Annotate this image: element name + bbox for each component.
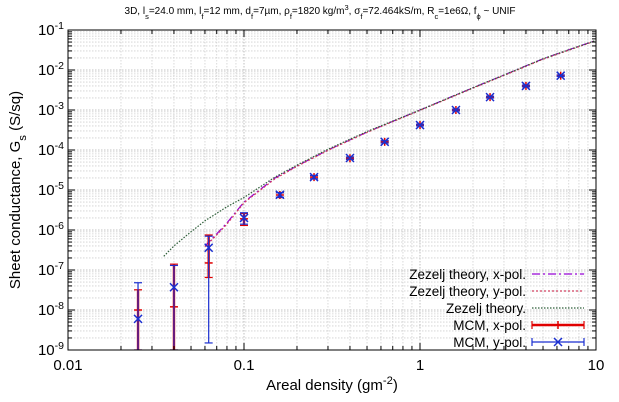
x-tick-labels: 0.01 0.1 1 10 <box>53 357 604 374</box>
title-part: ϕ <box>477 12 481 21</box>
y-tick-label: 10-5 <box>38 180 64 199</box>
y-tick-mantissa: 10 <box>38 62 55 79</box>
ticks <box>67 30 596 351</box>
chart-title: 3D, ls=24.0 mm, lf=12 mm, df=7µm, ρf=182… <box>125 3 516 21</box>
legend-label: Zezelj theory, y-pol. <box>409 284 526 299</box>
title-part: =1820 kg/m <box>292 6 345 17</box>
xlabel-part: ) <box>393 377 398 394</box>
title-part: f <box>251 12 254 21</box>
series-2 <box>163 39 596 257</box>
y-tick-exponent: -6 <box>55 220 64 232</box>
title-part: f <box>201 12 204 21</box>
y-tick-label: 10-4 <box>38 140 64 159</box>
title-part: =24.0 mm, l <box>149 6 202 17</box>
title-part: , σ <box>349 6 362 17</box>
x-tick-label: 10 <box>588 357 605 374</box>
x-tick-label: 0.1 <box>234 357 255 374</box>
legend-entry: Zezelj theory, x-pol. <box>409 267 584 282</box>
data-point <box>204 243 214 253</box>
title-part: 3D, l <box>125 6 146 17</box>
y-tick-label: 10-6 <box>38 220 64 239</box>
grid <box>68 30 596 350</box>
y-tick-exponent: -5 <box>55 180 64 192</box>
y-tick-mantissa: 10 <box>38 342 55 359</box>
y-tick-label: 10-2 <box>38 60 64 79</box>
y-axis-label: Sheet conductance, Gs (S/sq) <box>7 91 29 289</box>
data-point <box>380 137 390 147</box>
y-tick-label: 10-8 <box>38 300 64 319</box>
x-tick-label: 1 <box>416 357 424 374</box>
error-bar <box>169 264 178 350</box>
error-bar <box>134 282 143 350</box>
y-tick-exponent: -4 <box>55 140 64 152</box>
ylabel-part: s <box>17 135 29 141</box>
data-point <box>345 153 355 163</box>
ylabel-part: (S/sq) <box>7 91 24 135</box>
y-tick-mantissa: 10 <box>38 102 55 119</box>
series-line <box>204 39 596 247</box>
y-tick-label: 10-3 <box>38 100 64 119</box>
data-point <box>309 172 319 182</box>
data-point <box>451 105 461 115</box>
y-tick-label: 10-7 <box>38 260 64 279</box>
legend-marker <box>553 337 563 347</box>
data-point <box>556 71 566 81</box>
y-tick-label: 10-1 <box>38 20 64 39</box>
x-axis-label: Areal density (gm-2) <box>266 375 398 394</box>
title-part: 3 <box>344 3 348 12</box>
y-tick-mantissa: 10 <box>38 182 55 199</box>
x-tick-label: 0.01 <box>53 357 82 374</box>
title-part: =7µm, ρ <box>253 6 290 17</box>
series-0 <box>204 39 596 247</box>
title-part: =12 mm, d <box>203 6 251 17</box>
y-tick-labels: 10-910-810-710-610-510-410-310-210-1 <box>38 20 64 359</box>
data-point <box>239 213 249 223</box>
y-tick-mantissa: 10 <box>38 22 55 39</box>
y-tick-exponent: -1 <box>55 20 64 32</box>
legend-label: Zezelj theory. <box>446 301 526 316</box>
title-part: f <box>290 12 293 21</box>
y-tick-mantissa: 10 <box>38 302 55 319</box>
title-part: c <box>434 12 438 21</box>
error-bar <box>204 235 213 344</box>
xlabel-part: Areal density (gm <box>266 377 383 394</box>
y-tick-label: 10-9 <box>38 340 64 359</box>
y-tick-exponent: -3 <box>55 100 64 112</box>
y-tick-exponent: -8 <box>55 300 64 312</box>
legend-entry: MCM, x-pol. <box>453 318 585 333</box>
ylabel-part: Sheet conductance, G <box>7 141 24 289</box>
legend-entry: Zezelj theory. <box>446 301 584 316</box>
title-part: f <box>360 12 363 21</box>
series-layer <box>133 39 596 350</box>
title-part: ~ UNIF <box>481 6 516 17</box>
legend-entry: MCM, y-pol. <box>453 335 585 350</box>
title-part: s <box>145 12 149 21</box>
data-point <box>275 190 285 200</box>
series-line <box>204 40 596 248</box>
y-tick-mantissa: 10 <box>38 262 55 279</box>
y-tick-exponent: -2 <box>55 60 64 72</box>
y-tick-mantissa: 10 <box>38 222 55 239</box>
xlabel-part: -2 <box>383 375 393 387</box>
series-4 <box>133 71 566 350</box>
legend-entry: Zezelj theory, y-pol. <box>409 284 584 299</box>
legend-label: MCM, y-pol. <box>453 335 526 350</box>
y-tick-exponent: -9 <box>55 340 64 352</box>
data-point <box>133 314 143 324</box>
title-part: =72.464kS/m, R <box>362 6 434 17</box>
series-line <box>163 39 596 257</box>
legend-label: MCM, x-pol. <box>453 318 526 333</box>
legend: Zezelj theory, x-pol. Zezelj theory, y-po… <box>409 267 585 350</box>
title-part: =1e6Ω, f <box>438 6 477 17</box>
legend-marker <box>554 321 562 329</box>
data-point <box>521 81 531 91</box>
data-point <box>485 92 495 102</box>
y-tick-mantissa: 10 <box>38 142 55 159</box>
y-tick-exponent: -7 <box>55 260 64 272</box>
data-point <box>169 282 179 292</box>
data-point <box>415 120 425 130</box>
series-1 <box>204 40 596 248</box>
legend-label: Zezelj theory, x-pol. <box>409 267 526 282</box>
